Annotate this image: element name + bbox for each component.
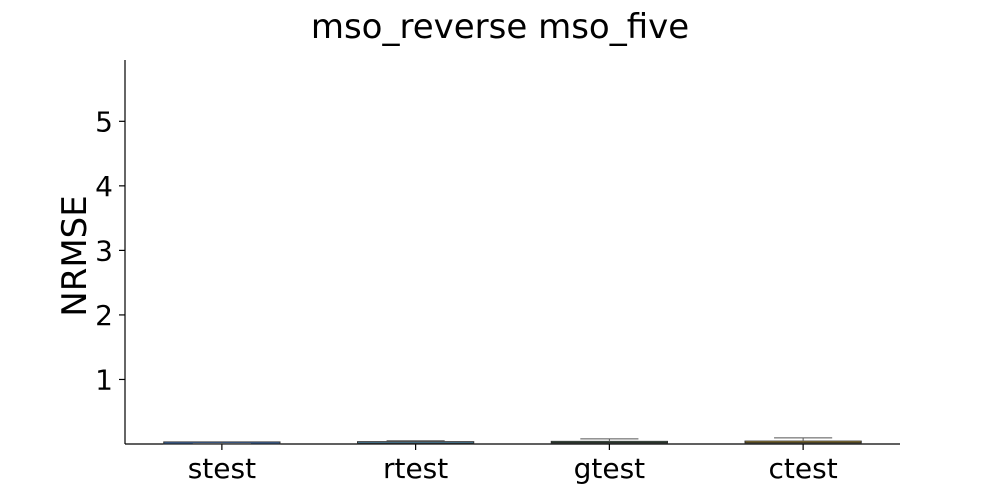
x-tick-label: ctest <box>769 452 838 485</box>
box-rtest <box>357 440 475 445</box>
x-tick-label: rtest <box>383 452 448 485</box>
chart-title: mso_reverse mso_five <box>311 7 689 47</box>
axes <box>124 60 900 445</box>
x-ticks: stest rtest gtest ctest <box>188 444 838 485</box>
x-tick-label: gtest <box>574 452 646 485</box>
y-tick-label: 3 <box>95 234 113 267</box>
y-ticks: 1 2 3 4 5 <box>95 105 125 396</box>
box-stest <box>163 441 281 445</box>
x-tick-label: stest <box>188 452 256 485</box>
y-tick-label: 2 <box>95 299 113 332</box>
y-tick-label: 1 <box>95 363 113 396</box>
y-axis-label: NRMSE <box>55 195 95 316</box>
box-gtest <box>550 438 668 444</box>
y-tick-label: 5 <box>95 105 113 138</box>
y-tick-label: 4 <box>95 170 113 203</box>
box-ctest <box>744 437 862 444</box>
boxes <box>163 437 862 445</box>
